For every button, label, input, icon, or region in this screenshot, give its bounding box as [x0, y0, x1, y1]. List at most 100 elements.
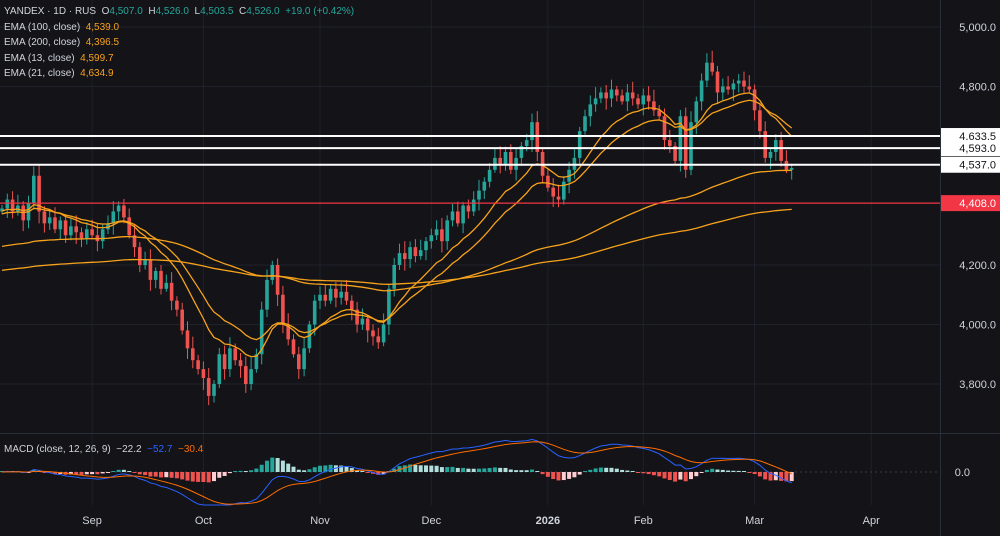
macd-histogram-bar	[265, 460, 269, 472]
macd-histogram-bar	[296, 469, 301, 472]
candle-body	[593, 98, 598, 105]
price-axis[interactable]: 5,000.0 4,800.0 4,200.0 4,000.0 3,800.0 0.0	[955, 22, 996, 479]
macd-histogram-bar	[79, 472, 84, 475]
indicator-ema-200[interactable]: EMA (200, close) 4,396.5	[4, 37, 120, 48]
macd-histogram-bar	[190, 472, 195, 482]
ema-13-line	[1, 92, 793, 358]
macd-histogram-bar	[392, 468, 397, 472]
symbol-row: YANDEX · 1D · RUS O4,507.0 H4,526.0 L4,5…	[4, 6, 355, 17]
macd-histogram-bar	[238, 470, 243, 472]
macd-histogram-bar	[212, 472, 216, 482]
macd-signal-line	[1, 441, 792, 505]
candle-body	[270, 265, 275, 280]
candle-body	[418, 250, 423, 257]
macd-histogram-bar	[678, 472, 683, 480]
macd-histogram-bar	[773, 472, 778, 481]
macd-histogram-bar	[116, 469, 121, 472]
candle-body	[413, 247, 418, 257]
macd-histogram-bar	[302, 470, 307, 472]
candle-body	[434, 229, 439, 236]
macd-histogram-bar	[333, 465, 338, 472]
macd-histogram-bar	[593, 468, 598, 472]
macd-histogram-bar	[164, 472, 169, 478]
close-value: 4,526.0	[246, 6, 280, 17]
candle-body	[79, 232, 84, 239]
level-label-bg	[941, 128, 1000, 145]
candle-body	[535, 122, 540, 152]
macd-histogram-bar	[90, 472, 95, 475]
indicator-ema-21[interactable]: EMA (21, close) 4,634.9	[4, 68, 114, 79]
candle-body	[482, 181, 487, 191]
candle-body	[196, 360, 200, 370]
candle-body	[440, 229, 444, 242]
macd-histogram-bar	[551, 472, 556, 480]
macd-histogram-bar	[784, 472, 789, 482]
candle-body	[789, 168, 794, 170]
macd-histogram-bar	[503, 467, 508, 472]
chart-legend: YANDEX · 1D · RUS O4,507.0 H4,526.0 L4,5…	[4, 4, 354, 82]
candle-body	[191, 348, 195, 361]
candle-body	[736, 80, 741, 84]
macd-histogram-bar	[598, 467, 603, 472]
ema-100-line	[1, 169, 792, 292]
macd-histogram-bar	[471, 468, 476, 472]
macd-histogram-bar	[249, 470, 254, 472]
macd-histogram-bar	[625, 470, 630, 472]
macd-histogram-bar	[439, 467, 444, 472]
macd-histogram-bar	[318, 465, 322, 472]
candle-body	[689, 122, 693, 170]
candle-body	[461, 205, 465, 224]
candle-body	[387, 288, 391, 325]
symbol-title[interactable]: YANDEX · 1D · RUS	[4, 6, 97, 17]
candle-body	[678, 116, 683, 161]
macd-histogram-bar	[106, 472, 110, 473]
candle-body	[344, 291, 349, 301]
macd-histogram-bar	[498, 467, 503, 472]
x-tick-label: 2026	[536, 515, 560, 527]
macd-histogram-bar	[519, 470, 524, 472]
candle-body	[429, 235, 434, 242]
macd-histogram-bar	[413, 464, 418, 472]
candle-body	[509, 151, 513, 170]
x-tick-label: Sep	[82, 515, 102, 527]
level-label-bg	[941, 195, 1000, 212]
macd-histogram-bar	[143, 472, 148, 476]
y-tick-label: 3,800.0	[959, 379, 996, 391]
macd-histogram-bar	[514, 470, 519, 472]
candle-body	[445, 220, 449, 242]
macd-histogram-bar	[455, 467, 460, 472]
macd-histogram-bar	[694, 472, 699, 477]
level-label: 4,537.0	[959, 160, 996, 172]
candle-body	[69, 226, 73, 236]
candle-body	[58, 220, 63, 230]
macd-histogram-bar	[641, 472, 646, 474]
time-axis[interactable]: Sep Oct Nov Dec 2026 Feb Mar Apr	[82, 515, 880, 527]
candle-body	[779, 140, 783, 161]
low-value: 4,503.5	[200, 6, 234, 17]
macd-histogram-bar	[227, 472, 232, 474]
ema-lines	[1, 92, 793, 358]
candle-body	[143, 259, 147, 265]
indicator-ema-13[interactable]: EMA (13, close) 4,599.7	[4, 52, 114, 64]
ema-21-line	[1, 99, 793, 341]
macd-histogram-bar	[339, 465, 344, 472]
candle-body	[259, 309, 264, 355]
candle-body	[281, 294, 285, 325]
candle-body	[747, 86, 752, 90]
indicator-ema-100[interactable]: EMA (100, close) 4,539.0	[4, 21, 120, 33]
macd-histogram-bar	[736, 470, 741, 472]
candle-body	[524, 140, 529, 146]
macd-histogram-bar	[169, 472, 174, 478]
x-tick-label: Dec	[422, 515, 442, 527]
candle-body	[715, 71, 720, 93]
macd-histogram-bar	[683, 472, 688, 482]
macd-legend[interactable]: MACD (close, 12, 26, 9) −22.2 −52.7 −30.…	[4, 444, 203, 455]
x-tick-label: Apr	[863, 515, 880, 527]
candle-body	[275, 265, 280, 295]
candle-body	[42, 211, 47, 224]
macd-histogram-bar	[620, 469, 625, 472]
candle-body	[392, 265, 396, 289]
x-tick-label: Feb	[634, 515, 653, 527]
macd-histogram-bar	[535, 471, 540, 472]
